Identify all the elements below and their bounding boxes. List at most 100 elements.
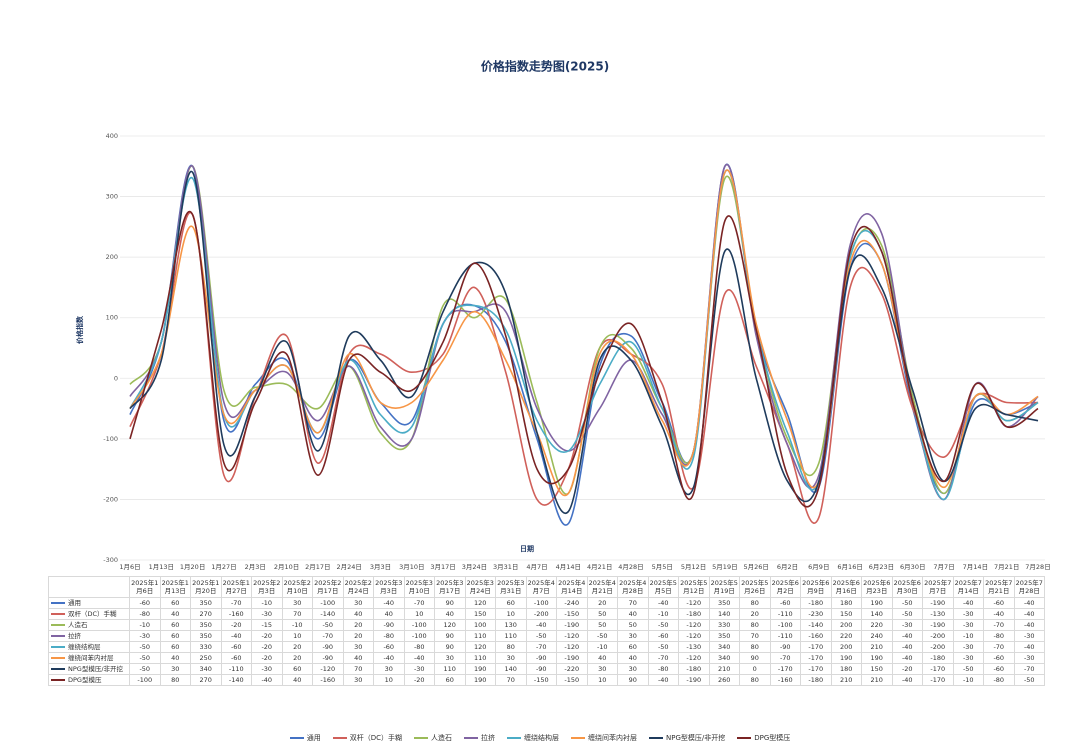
table-cell: -170 <box>800 663 832 675</box>
table-cell: -80 <box>983 630 1015 642</box>
table-cell: 190 <box>830 652 862 664</box>
table-header: 2025年5月5日 <box>647 576 679 598</box>
x-tick-label: 6月16日 <box>837 563 862 571</box>
y-tick-label: 200 <box>106 253 118 261</box>
table-header: 2025年1月6日 <box>129 576 161 598</box>
x-axis-title: 日期 <box>520 544 534 553</box>
table-cell: 90 <box>434 630 466 642</box>
table-cell: -20 <box>220 619 252 631</box>
legend-label: DPG型模压 <box>754 734 791 742</box>
table-cell: 10 <box>403 608 435 620</box>
table-cell: -170 <box>800 641 832 653</box>
table-cell: -180 <box>800 597 832 609</box>
table-cell: -30 <box>952 641 984 653</box>
table-cell: -70 <box>403 597 435 609</box>
table-cell: -10 <box>952 674 984 686</box>
table-cell: -200 <box>525 608 557 620</box>
table-cell: 60 <box>159 630 191 642</box>
table-cell: 90 <box>617 674 649 686</box>
table-cell: 70 <box>739 630 771 642</box>
table-cell: -130 <box>678 641 710 653</box>
table-cell: 90 <box>434 597 466 609</box>
table-cell: 120 <box>464 597 496 609</box>
table-cell: -160 <box>220 608 252 620</box>
table-cell: -40 <box>983 608 1015 620</box>
row-name: 双杆（DC）手糊 <box>68 609 117 618</box>
table-cell: -70 <box>312 630 344 642</box>
legend-swatch <box>289 737 304 739</box>
table-row-label: 缠绕间苯内衬层 <box>48 652 130 664</box>
table-cell: 210 <box>861 641 893 653</box>
table-cell: -110 <box>220 663 252 675</box>
legend-item: 人造石 <box>413 733 452 743</box>
table-cell: 150 <box>861 663 893 675</box>
table-cell: -120 <box>678 652 710 664</box>
table-cell: 30 <box>434 652 466 664</box>
table-cell: 60 <box>281 663 313 675</box>
table-cell: -40 <box>373 652 405 664</box>
table-header: 2025年6月23日 <box>861 576 893 598</box>
table-cell: -40 <box>1013 641 1045 653</box>
table-row-label: 双杆（DC）手糊 <box>48 608 130 620</box>
table-cell: -150 <box>556 608 588 620</box>
chart-title: 价格指数走势图(2025) <box>481 59 609 74</box>
x-tick-label: 2月3日 <box>245 563 266 571</box>
legend: 通用 双杆（DC）手糊 人造石 拉挤 缠绕结构层 缠绕间苯内衬层 NPG型模压/非开挖 DPG… <box>0 733 1080 743</box>
table-cell: 80 <box>739 597 771 609</box>
table-cell: 110 <box>434 663 466 675</box>
table-cell: 10 <box>586 674 618 686</box>
table-cell: 340 <box>190 663 222 675</box>
table-cell: 270 <box>190 674 222 686</box>
table-cell: 40 <box>342 652 374 664</box>
legend-label: 缠绕结构层 <box>523 734 559 742</box>
table-row: 缠绕结构层 -50 60 330 -60 -20 20 -90 30 -60 -80 90 120 80-… <box>48 641 1045 653</box>
table-cell: -20 <box>251 652 283 664</box>
legend-swatch <box>51 667 65 670</box>
table-cell: -30 <box>952 619 984 631</box>
table-cell: -40 <box>1013 619 1045 631</box>
data-table: 2025年1月6日 2025年1月13日 2025年1月20日 2025年1月27日 2… <box>48 576 1045 686</box>
table-cell: 200 <box>830 641 862 653</box>
table-cell: -170 <box>769 663 801 675</box>
table-cell: 120 <box>434 619 466 631</box>
series-line <box>129 211 1039 524</box>
table-header: 2025年5月19日 <box>708 576 740 598</box>
table-row: DPG型模压 -100 80 270 -140 -40 40 -160 30 10 -20 60 190… <box>48 674 1045 686</box>
table-row: 通用 -60 60 350 -70 -10 30 -100 30 -40 -70 90 120 60 -10… <box>48 597 1045 609</box>
table-cell: -40 <box>891 630 923 642</box>
table-cell: -40 <box>251 674 283 686</box>
table-cell: 60 <box>617 641 649 653</box>
table-header: 2025年6月30日 <box>891 576 923 598</box>
table-cell: -100 <box>403 630 435 642</box>
legend-swatch <box>51 678 65 681</box>
table-header-row: 2025年1月6日 2025年1月13日 2025年1月20日 2025年1月27日 2… <box>48 576 1045 598</box>
table-cell: 260 <box>708 674 740 686</box>
table-cell: -80 <box>403 641 435 653</box>
table-cell: 70 <box>617 597 649 609</box>
table-cell: 40 <box>159 608 191 620</box>
row-name: 人造石 <box>68 620 88 629</box>
table-cell: -60 <box>373 641 405 653</box>
table-cell: 40 <box>617 652 649 664</box>
table-cell: -50 <box>647 619 679 631</box>
legend-label: 通用 <box>306 734 321 742</box>
table-cell: -180 <box>678 608 710 620</box>
table-cell: 180 <box>830 663 862 675</box>
table-cell: 30 <box>495 652 527 664</box>
table-cell: 40 <box>342 608 374 620</box>
table-cell: -30 <box>403 663 435 675</box>
table-cell: -60 <box>129 597 161 609</box>
table-cell: -60 <box>983 652 1015 664</box>
table-cell: -10 <box>281 619 313 631</box>
table-cell: 340 <box>708 652 740 664</box>
table-cell: 10 <box>281 630 313 642</box>
table-cell: -40 <box>403 652 435 664</box>
table-cell: -40 <box>1013 608 1045 620</box>
table-cell: -50 <box>129 663 161 675</box>
table-cell: -160 <box>800 630 832 642</box>
table-cell: -40 <box>373 597 405 609</box>
table-cell: 70 <box>281 608 313 620</box>
table-row: 双杆（DC）手糊 -80 40 270 -160 -30 70 -140 40 40 10 40 150… <box>48 608 1045 620</box>
table-cell: 30 <box>342 641 374 653</box>
